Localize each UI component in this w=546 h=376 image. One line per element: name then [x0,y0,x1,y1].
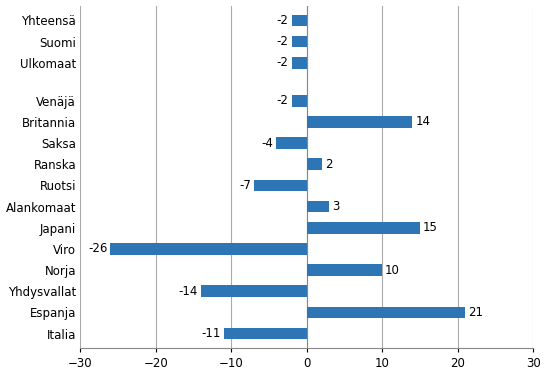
Bar [254,180,307,191]
Bar [307,116,412,128]
Text: 10: 10 [385,264,400,277]
Bar [292,15,307,26]
Bar [307,306,465,318]
Text: -26: -26 [88,243,108,255]
Bar [307,158,322,170]
Bar [110,243,307,255]
Text: -11: -11 [201,327,221,340]
Text: 21: 21 [468,306,483,319]
Text: -7: -7 [239,179,251,192]
Text: -14: -14 [179,285,198,298]
Bar [307,222,420,233]
Bar [307,264,382,276]
Text: 14: 14 [416,115,430,129]
Bar [307,201,329,212]
Text: 3: 3 [333,200,340,213]
Text: -4: -4 [262,136,274,150]
Text: -2: -2 [277,14,288,27]
Bar [224,328,307,340]
Bar [292,36,307,47]
Bar [276,137,307,149]
Text: 15: 15 [423,221,438,234]
Text: -2: -2 [277,35,288,48]
Text: 2: 2 [325,158,333,171]
Bar [292,95,307,107]
Text: -2: -2 [277,94,288,107]
Bar [201,285,307,297]
Text: -2: -2 [277,56,288,69]
Bar [292,57,307,68]
